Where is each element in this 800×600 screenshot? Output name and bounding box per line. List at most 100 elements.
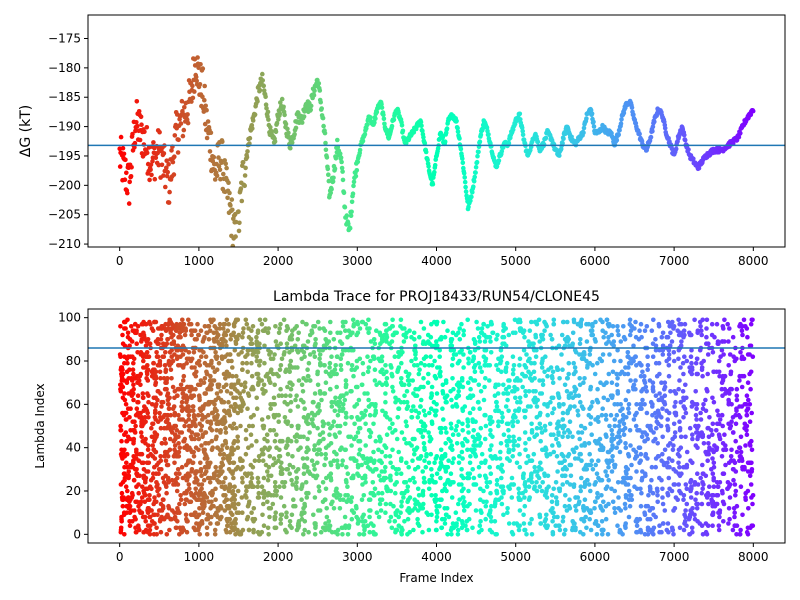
lambda-point (209, 358, 214, 364)
delta-g-point (135, 123, 140, 129)
lambda-point (578, 423, 584, 429)
delta-g-point (216, 164, 222, 169)
lambda-point (232, 438, 237, 444)
lambda-point (487, 447, 493, 453)
lambda-point (155, 326, 161, 331)
lambda-point (180, 391, 185, 396)
lambda-point (214, 428, 219, 433)
lambda-point (498, 441, 504, 446)
lambda-point (145, 410, 150, 416)
lambda-point (416, 410, 422, 416)
lambda-point (396, 467, 401, 472)
lambda-point (461, 503, 467, 509)
lambda-point (166, 503, 171, 509)
delta-g-point (230, 243, 236, 247)
delta-g-point (190, 95, 196, 101)
lambda-point (404, 441, 409, 446)
lambda-point (121, 510, 127, 515)
lambda-point (399, 532, 405, 537)
lambda-point (193, 471, 198, 477)
delta-g-point (117, 164, 123, 169)
lambda-point (388, 473, 393, 479)
delta-g-point (353, 173, 359, 179)
lambda-point (298, 434, 304, 440)
lambda-point (162, 436, 168, 442)
lambda-point (227, 456, 232, 461)
lambda-point (254, 438, 259, 444)
lambda-point (417, 334, 422, 340)
lambda-point (535, 397, 540, 403)
lambda-point (181, 321, 187, 327)
lambda-point (513, 395, 518, 401)
lambda-point (150, 421, 156, 427)
delta-g-point (682, 137, 688, 143)
lambda-point (223, 376, 228, 381)
lambda-point (393, 330, 398, 336)
lambda-point (476, 334, 482, 340)
lambda-point (551, 317, 557, 323)
lambda-point (499, 501, 505, 507)
lambda-point (566, 371, 571, 377)
lambda-point (119, 519, 124, 524)
lambda-point (494, 490, 500, 496)
lambda-point (445, 328, 450, 334)
delta-g-point (365, 122, 370, 128)
lambda-point (396, 406, 402, 412)
lambda-point (254, 358, 260, 364)
lambda-point (164, 532, 170, 537)
lambda-point (410, 458, 415, 464)
delta-g-x-tick-label: 5000 (500, 254, 531, 268)
lambda-point (371, 354, 377, 360)
delta-g-point (202, 97, 207, 103)
lambda-point (278, 386, 283, 392)
delta-g-point (340, 177, 346, 183)
lambda-point (131, 360, 136, 366)
lambda-point (510, 454, 515, 459)
lambda-point (343, 382, 349, 388)
lambda-point (531, 389, 536, 394)
lambda-point (270, 402, 276, 407)
lambda-point (560, 482, 565, 487)
lambda-point (184, 360, 189, 366)
lambda-point (134, 484, 139, 490)
lambda-point (172, 395, 177, 401)
lambda-point (442, 451, 448, 457)
lambda-point (590, 363, 595, 368)
lambda-point (601, 499, 606, 505)
lambda-point (226, 321, 231, 327)
lambda-point (137, 527, 142, 533)
lambda-point (556, 441, 561, 446)
lambda-point (578, 488, 583, 494)
lambda-point (299, 356, 305, 362)
lambda-point (464, 519, 470, 524)
lambda-point (437, 365, 442, 370)
lambda-point (177, 532, 182, 537)
lambda-point (261, 495, 267, 500)
lambda-point (170, 326, 175, 331)
lambda-point (340, 458, 346, 464)
lambda-point (271, 493, 277, 498)
delta-g-point (139, 122, 144, 127)
lambda-point (355, 430, 361, 435)
lambda-point (118, 324, 123, 329)
lambda-point (271, 456, 277, 461)
lambda-point (388, 501, 393, 507)
lambda-point (562, 473, 567, 479)
lambda-point (199, 501, 205, 507)
lambda-point (239, 397, 245, 403)
lambda-point (488, 454, 494, 459)
lambda-point (553, 495, 559, 500)
lambda-point (379, 339, 385, 344)
lambda-point (249, 475, 255, 481)
delta-g-y-tick-label: −175 (48, 31, 81, 45)
lambda-point (551, 406, 557, 412)
lambda-point (195, 527, 201, 533)
lambda-point (513, 415, 518, 420)
delta-g-point (418, 119, 424, 125)
lambda-point (543, 523, 548, 528)
lambda-point (531, 341, 536, 347)
delta-g-point (346, 221, 351, 226)
delta-g-point (134, 99, 140, 104)
lambda-point (414, 499, 420, 505)
lambda-point (523, 393, 528, 399)
